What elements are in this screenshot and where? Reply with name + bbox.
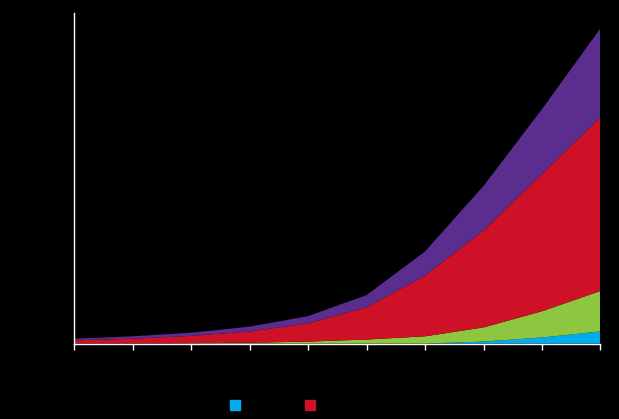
Legend: , , , : , , , xyxy=(225,394,323,419)
